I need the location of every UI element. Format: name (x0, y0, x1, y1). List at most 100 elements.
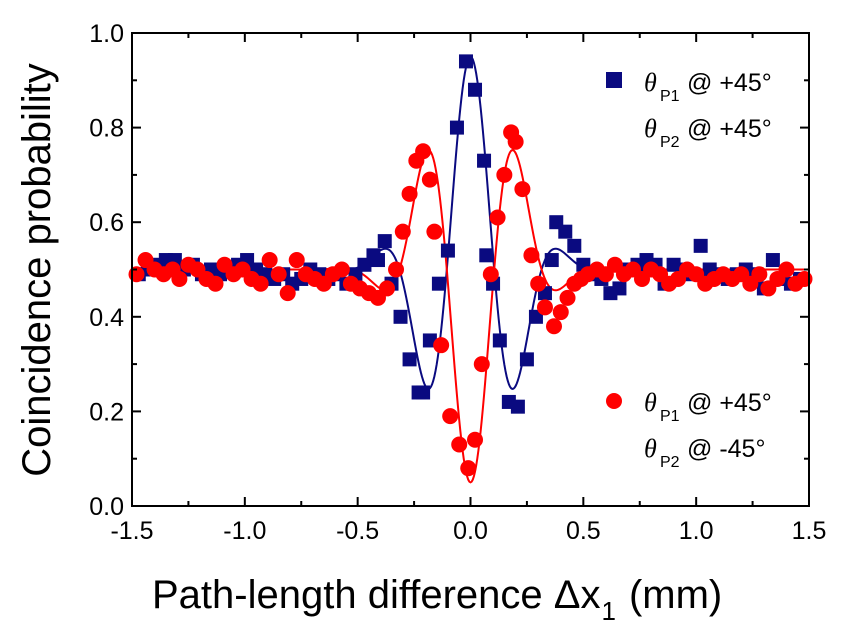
data-point-circle (207, 275, 224, 292)
data-point-circle (751, 266, 768, 283)
data-point-circle (514, 181, 531, 198)
legend: θ P1 @ +45° θ P2 @ +45° θ P1 @ +45° θ P2… (606, 68, 772, 471)
data-point-circle (270, 266, 287, 283)
data-point-circle (489, 209, 506, 226)
legend-sub: P2 (660, 134, 680, 151)
data-point-circle (796, 270, 813, 287)
x-tick-label: -1.5 (110, 517, 153, 545)
series-2 (128, 124, 813, 477)
data-point-circle (426, 223, 443, 240)
legend-sub: P1 (660, 88, 680, 105)
data-point-square (377, 234, 392, 249)
legend-theta: θ (644, 114, 657, 143)
data-point-square (477, 153, 492, 168)
data-point-square (510, 399, 525, 414)
data-point-circle (545, 318, 562, 335)
data-point-circle (778, 261, 795, 278)
y-tick-label: 0.8 (89, 115, 124, 143)
legend-entry-2-line1: θ P1 @ +45° (644, 388, 772, 425)
blue-fit-curve (132, 55, 809, 390)
data-point-square (370, 253, 385, 268)
data-point-square (479, 248, 494, 263)
legend-sub: P1 (660, 408, 680, 425)
data-points (128, 54, 813, 477)
data-point-circle (496, 166, 513, 183)
data-point-circle (333, 261, 350, 278)
data-point-circle (415, 143, 432, 160)
data-point-square (765, 253, 780, 268)
legend-entry-1-line2: θ P2 @ +45° (644, 114, 772, 151)
data-point-square (558, 224, 573, 239)
y-tick-label: 0.2 (89, 398, 124, 426)
data-point-circle (451, 436, 468, 453)
data-point-circle (523, 247, 540, 264)
data-point-square (468, 82, 483, 97)
series-1 (131, 54, 807, 414)
x-tick-label: -0.5 (336, 517, 379, 545)
legend-text: @ +45° (687, 69, 772, 97)
data-point-circle (388, 261, 405, 278)
data-point-square (528, 309, 543, 324)
x-tick-label: 0.0 (453, 517, 488, 545)
legend-marker-square (606, 72, 622, 88)
x-axis-title-subscript: 1 (601, 596, 615, 626)
x-tick-label: -1.0 (223, 517, 266, 545)
data-point-circle (559, 289, 576, 306)
y-tick-label: 0.6 (89, 209, 124, 237)
data-point-circle (433, 337, 450, 354)
legend-theta: θ (644, 388, 657, 417)
legend-entry-2-line2: θ P2 @ -45° (644, 434, 765, 471)
data-point-circle (261, 252, 278, 269)
data-point-circle (507, 133, 524, 150)
data-point-circle (530, 275, 547, 292)
data-point-square (431, 276, 446, 291)
data-point-circle (460, 460, 477, 477)
data-point-circle (536, 299, 553, 316)
data-point-circle (421, 171, 438, 188)
data-point-circle (473, 356, 490, 373)
data-point-square (519, 352, 534, 367)
data-point-square (393, 309, 408, 324)
data-point-circle (552, 304, 569, 321)
data-point-circle (171, 270, 188, 287)
legend-theta: θ (644, 68, 657, 97)
data-point-square (544, 253, 559, 268)
data-point-circle (401, 185, 418, 202)
red-fit-curve (132, 149, 809, 484)
y-tick-label: 1.0 (89, 20, 124, 48)
data-point-square (416, 385, 431, 400)
legend-text: @ +45° (687, 389, 772, 417)
data-point-square (693, 238, 708, 253)
legend-text: @ +45° (687, 115, 772, 143)
legend-text: @ -45° (687, 435, 765, 463)
data-point-circle (467, 431, 484, 448)
data-point-square (492, 333, 507, 348)
axes: -1.5 -1.0 -0.5 0.0 0.5 1.0 1.5 0.0 0.2 0.4 0.6 0.8 1… (89, 20, 826, 545)
y-tick-label: 0.4 (89, 304, 124, 332)
legend-entry-1-line1: θ P1 @ +45° (644, 68, 772, 105)
x-axis-title: Path-length difference Δx 1 (mm) (152, 573, 722, 626)
x-axis-title-unit: (mm) (629, 573, 722, 617)
data-point-square (449, 120, 464, 135)
x-tick-label: 0.5 (566, 517, 601, 545)
data-point-circle (288, 252, 305, 269)
legend-marker-circle (606, 393, 622, 409)
legend-sub: P2 (660, 454, 680, 471)
data-point-square (458, 54, 473, 69)
data-point-circle (394, 223, 411, 240)
x-tick-label: 1.5 (792, 517, 827, 545)
data-point-circle (442, 408, 459, 425)
data-point-square (612, 281, 627, 296)
data-point-circle (379, 280, 396, 297)
y-axis-title: Coincidence probability (15, 63, 59, 477)
data-point-circle (279, 285, 296, 302)
y-tick-label: 0.0 (89, 493, 124, 521)
data-point-circle (482, 266, 499, 283)
x-tick-label: 1.0 (679, 517, 714, 545)
data-point-square (567, 238, 582, 253)
data-point-circle (252, 275, 269, 292)
legend-theta: θ (644, 434, 657, 463)
data-point-square (440, 243, 455, 258)
x-axis-title-main: Path-length difference Δx (152, 573, 600, 617)
